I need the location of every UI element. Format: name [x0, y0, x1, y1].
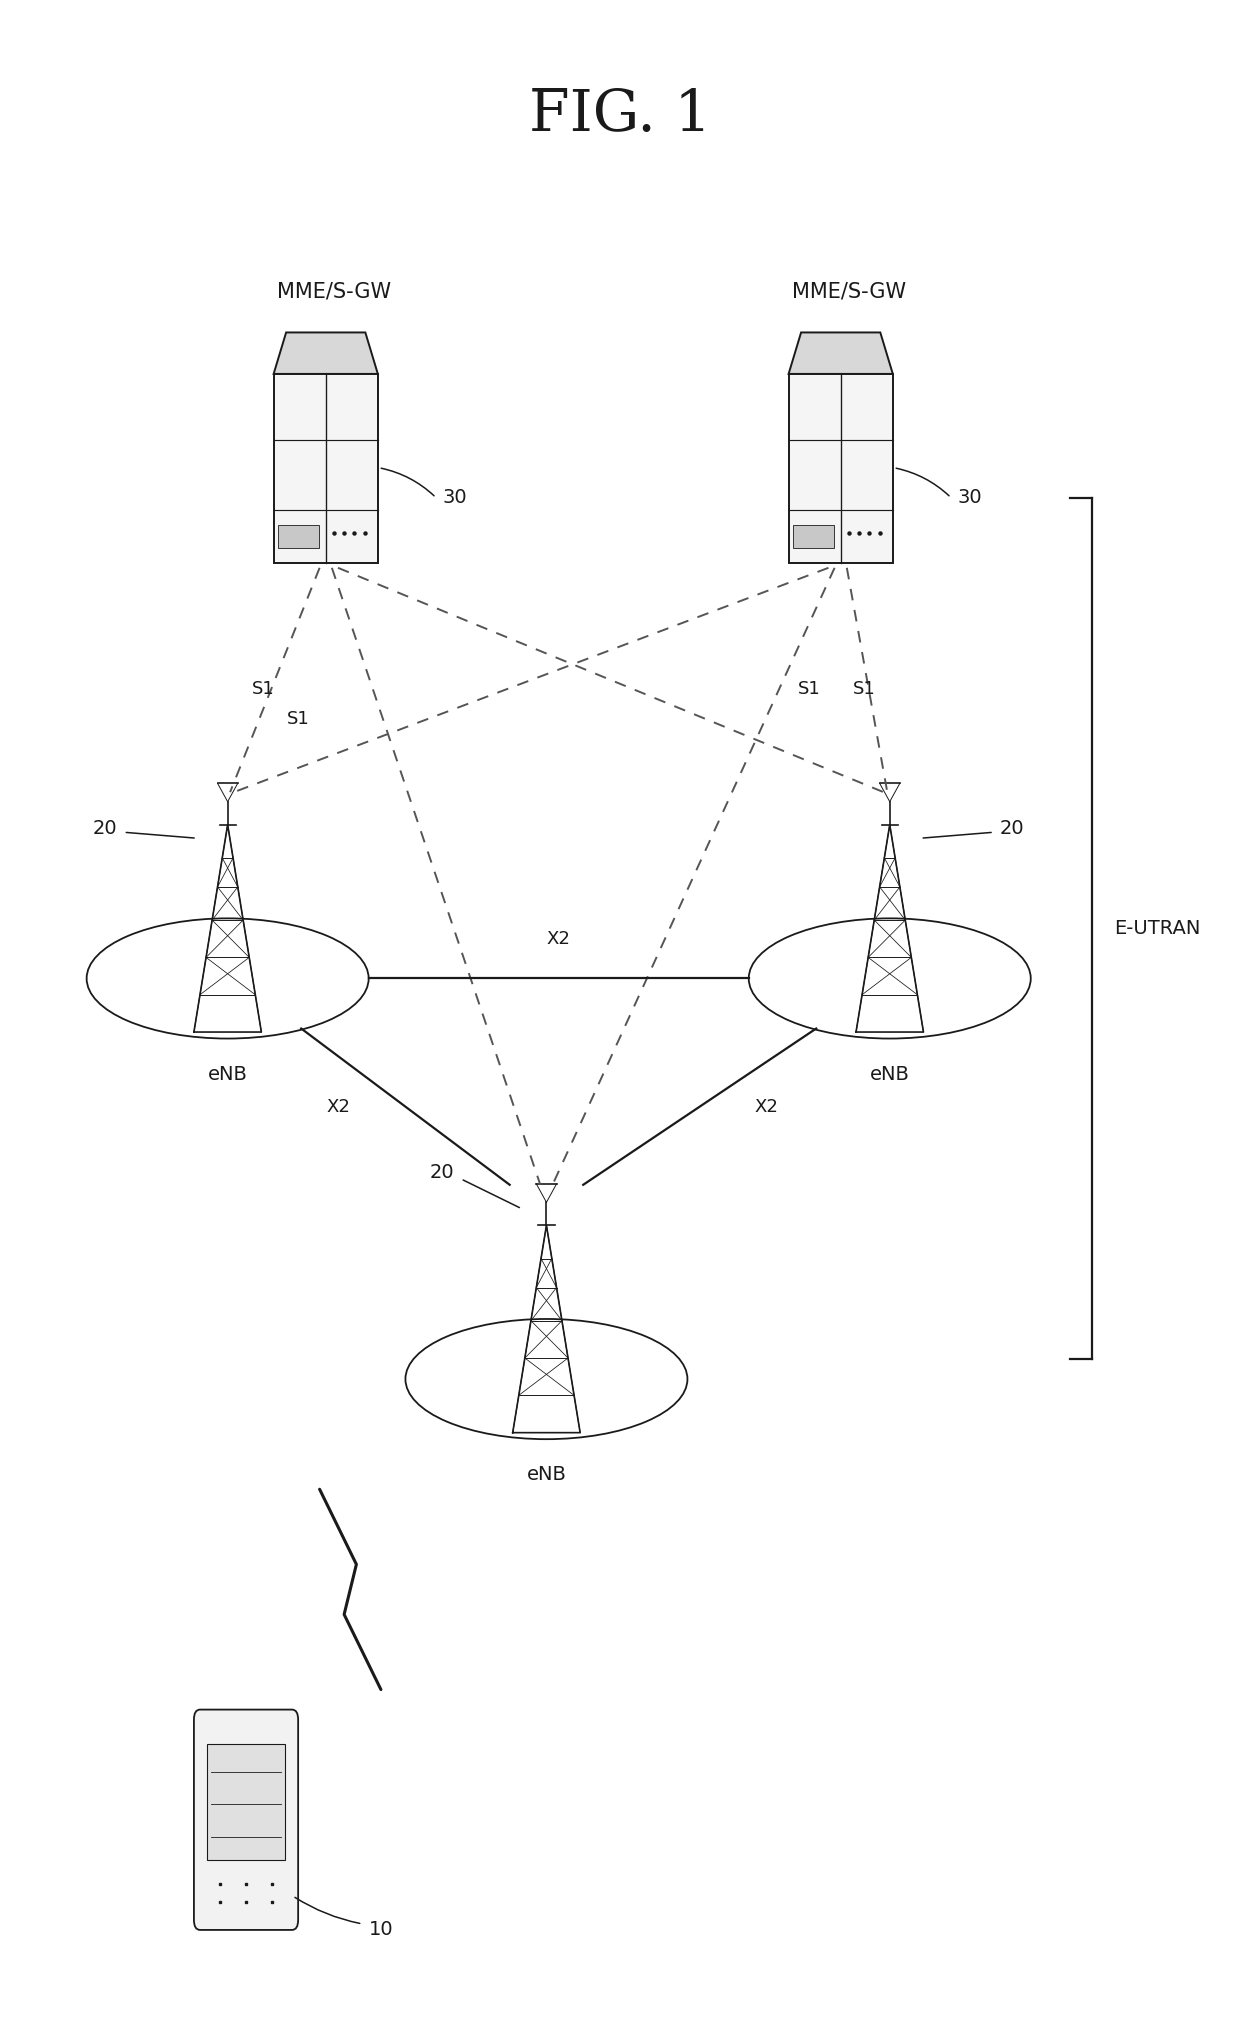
- Polygon shape: [274, 333, 378, 373]
- Text: eNB: eNB: [208, 1065, 248, 1083]
- Text: S1: S1: [797, 680, 821, 698]
- Text: S1: S1: [252, 680, 275, 698]
- Polygon shape: [789, 333, 893, 373]
- Text: eNB: eNB: [869, 1065, 910, 1083]
- Text: MME/S-GW: MME/S-GW: [791, 282, 905, 301]
- Text: eNB: eNB: [527, 1464, 567, 1485]
- Text: 20: 20: [430, 1164, 455, 1182]
- FancyBboxPatch shape: [278, 524, 320, 549]
- Text: S1: S1: [853, 680, 875, 698]
- Text: 20: 20: [93, 819, 118, 837]
- Text: E-UTRAN: E-UTRAN: [1114, 920, 1200, 938]
- Text: 10: 10: [368, 1920, 393, 1940]
- Text: X2: X2: [547, 930, 570, 948]
- Text: 30: 30: [957, 488, 982, 506]
- FancyBboxPatch shape: [789, 373, 893, 563]
- Text: MME/S-GW: MME/S-GW: [277, 282, 391, 301]
- FancyBboxPatch shape: [792, 524, 835, 549]
- Text: FIG. 1: FIG. 1: [528, 87, 712, 143]
- FancyBboxPatch shape: [207, 1743, 285, 1860]
- Text: 20: 20: [1001, 819, 1024, 837]
- Text: X2: X2: [326, 1097, 350, 1115]
- FancyBboxPatch shape: [274, 373, 378, 563]
- Text: 30: 30: [443, 488, 466, 506]
- Text: S1: S1: [286, 710, 309, 728]
- Text: X2: X2: [755, 1097, 779, 1115]
- FancyBboxPatch shape: [193, 1710, 298, 1930]
